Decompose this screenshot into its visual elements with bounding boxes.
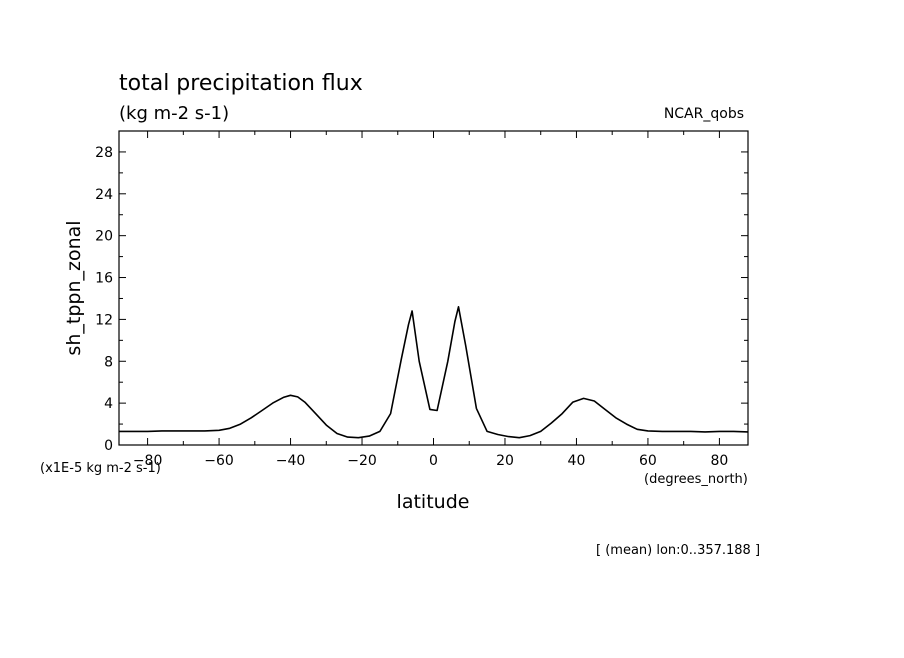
y-tick-label: 8 [104, 354, 113, 370]
mean-annotation: [ (mean) lon:0..357.188 ] [596, 543, 760, 558]
y-tick-label: 28 [95, 145, 113, 161]
x-tick-label: −20 [347, 453, 377, 469]
x-tick-label: 60 [639, 453, 657, 469]
x-tick-label: 80 [710, 453, 728, 469]
y-tick-label: 4 [104, 396, 113, 412]
x-units-label: (degrees_north) [644, 472, 748, 487]
series-line [119, 305, 749, 439]
y-tick-label: 24 [95, 187, 113, 203]
chart-title: total precipitation flux [119, 71, 363, 96]
chart-subtitle: (kg m-2 s-1) [119, 103, 229, 124]
y-axis-ticks: 0 4 8 12 16 20 24 28 [95, 130, 748, 454]
x-tick-label: −80 [133, 453, 163, 469]
plot-frame [118, 130, 749, 446]
x-tick-label: 0 [429, 453, 438, 469]
y-scale-label: (x1E-5 kg m-2 s-1) [40, 461, 161, 476]
series-layer [119, 305, 749, 439]
x-axis-ticks: −80 −60 −40 −20 0 20 40 60 80 [133, 131, 728, 469]
y-tick-label: 0 [104, 438, 113, 454]
x-tick-label: −60 [204, 453, 234, 469]
y-axis-label: sh_tppn_zonal [63, 220, 85, 355]
x-tick-label: −40 [276, 453, 306, 469]
dataset-label: NCAR_qobs [664, 106, 744, 122]
x-axis-label: latitude [397, 491, 470, 513]
y-tick-label: 20 [95, 229, 113, 245]
y-tick-label: 16 [95, 271, 113, 287]
y-tick-label: 12 [95, 312, 113, 328]
x-tick-label: 20 [496, 453, 514, 469]
x-tick-label: 40 [568, 453, 586, 469]
